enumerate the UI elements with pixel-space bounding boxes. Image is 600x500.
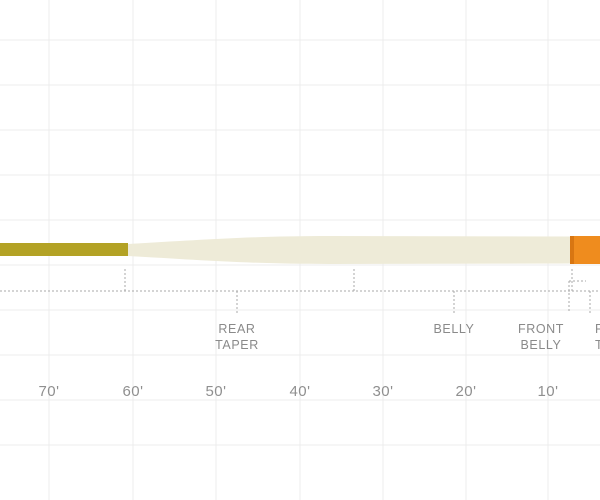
section-label-front-taper-line1-cropped: F xyxy=(595,322,600,336)
section-label-belly: BELLY xyxy=(434,322,475,336)
section-label-front-belly-line1: FRONT xyxy=(518,322,564,336)
running-line-section xyxy=(0,243,128,256)
distance-tick-70: 70' xyxy=(38,383,59,400)
distance-tick-40: 40' xyxy=(289,383,310,400)
distance-tick-50: 50' xyxy=(205,383,226,400)
section-label-front-belly-line2: BELLY xyxy=(521,338,562,352)
line-profile xyxy=(0,236,600,264)
section-label-front-taper-line2-cropped: T xyxy=(595,338,600,352)
distance-axis: 70' 60' 50' 40' 30' 20' 10' xyxy=(38,383,558,400)
distance-tick-30: 30' xyxy=(372,383,393,400)
distance-tick-20: 20' xyxy=(455,383,476,400)
section-label-rear-taper-line1: REAR xyxy=(218,322,255,336)
section-labels: REAR TAPER BELLY FRONT BELLY F T xyxy=(215,322,600,352)
distance-tick-10: 10' xyxy=(537,383,558,400)
line-body-taper xyxy=(128,236,575,264)
measurement-guides xyxy=(0,269,600,313)
distance-tick-60: 60' xyxy=(122,383,143,400)
section-label-rear-taper-line2: TAPER xyxy=(215,338,259,352)
front-taper-tip-section xyxy=(574,236,600,264)
